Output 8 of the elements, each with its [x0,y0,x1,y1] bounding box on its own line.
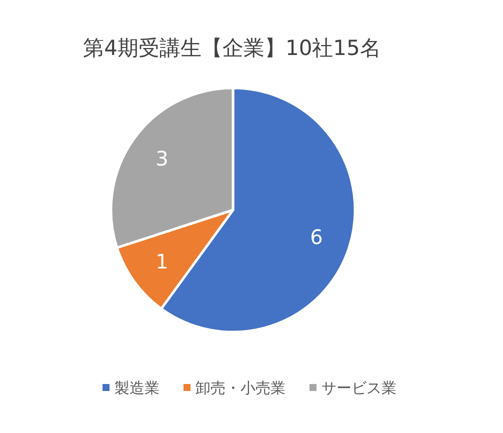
data-label: 3 [156,146,168,170]
legend-label: サービス業 [322,379,396,397]
pie: 6 1 3 [110,86,356,334]
legend-label: 製造業 [114,379,160,397]
data-label: 1 [156,250,168,274]
chart-title: 第4期受講生【企業】10社15名 [83,36,381,60]
legend-label: 卸売・小売業 [196,379,286,397]
data-label: 6 [310,225,323,250]
